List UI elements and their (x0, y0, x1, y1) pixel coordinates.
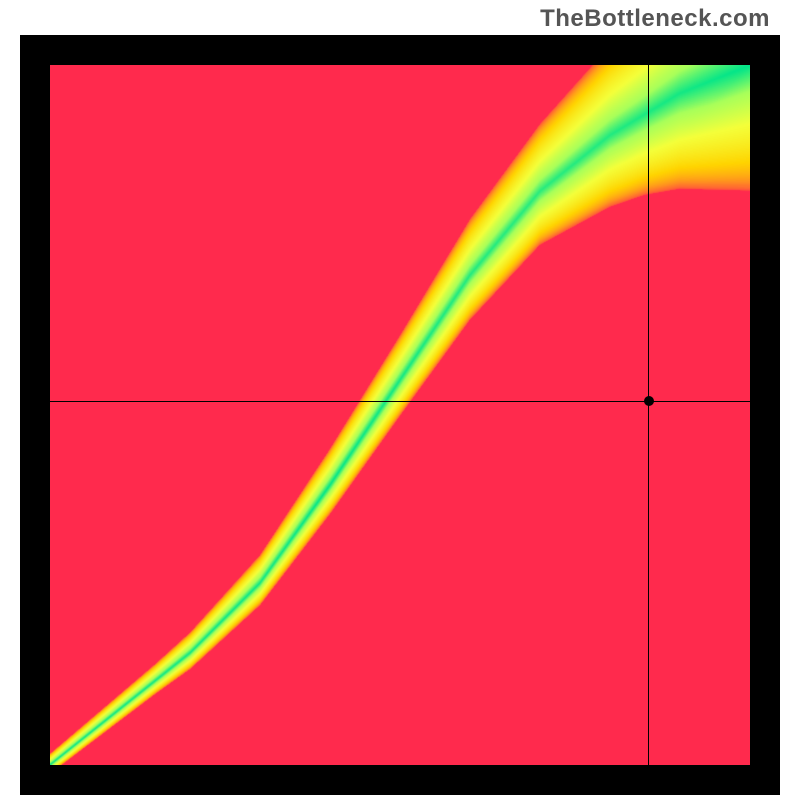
crosshair-marker[interactable] (644, 396, 654, 406)
chart-container: TheBottleneck.com (0, 0, 800, 800)
attribution-text: TheBottleneck.com (540, 5, 770, 33)
crosshair-vertical (648, 65, 649, 765)
bottleneck-heatmap (50, 65, 750, 765)
